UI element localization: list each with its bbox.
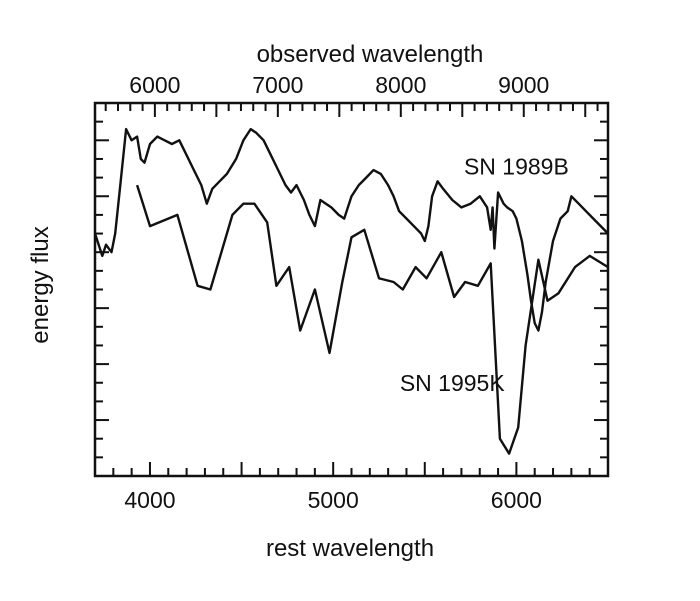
x2-tick-label: 9000: [498, 72, 549, 98]
series-line-sn-1995k: [135, 184, 609, 455]
x2-tick-label: 6000: [129, 72, 180, 98]
x2-tick-label: 7000: [252, 72, 303, 98]
axis-ticks: [95, 103, 608, 476]
series-label-sn-1995k: SN 1995K: [400, 370, 506, 396]
tick-labels: 4000 5000 6000 6000 7000 8000 9000: [124, 72, 549, 513]
series-label-sn-1989b: SN 1989B: [464, 153, 569, 179]
x-axis-title: rest wavelength: [266, 535, 434, 562]
series-lines: [93, 127, 609, 455]
x-tick-label: 6000: [491, 487, 542, 513]
x2-tick-label: 8000: [375, 72, 426, 98]
x-tick-label: 4000: [124, 487, 175, 513]
x2-axis-title: observed wavelength: [257, 41, 484, 68]
series-line-sn-1989b: [93, 127, 609, 332]
y-axis-title: energy flux: [27, 226, 54, 343]
x-tick-label: 5000: [308, 487, 359, 513]
